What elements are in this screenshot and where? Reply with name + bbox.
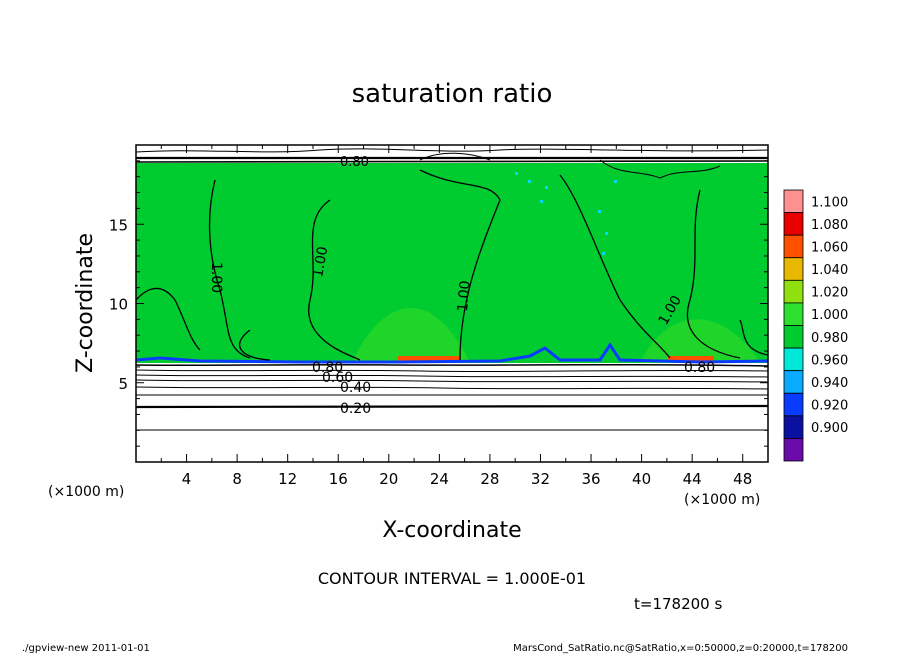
colorbar-swatch xyxy=(783,212,804,236)
colorbar-label: 1.020 xyxy=(811,286,848,301)
contour-lines-lower xyxy=(135,363,769,431)
heatmap-saturated-region xyxy=(136,163,768,363)
colorbar-swatch xyxy=(783,415,804,439)
footer-left: ./gpview-new 2011-01-01 xyxy=(22,643,150,654)
y-tick-label: 10 xyxy=(109,296,128,314)
colorbar-swatch xyxy=(783,392,804,417)
contour-label-100-b: 1.00 xyxy=(310,245,331,278)
contour-lines-upper xyxy=(135,169,769,361)
y-tick-label: 5 xyxy=(118,375,128,393)
colorbar-swatch xyxy=(783,279,804,304)
colorbar-swatch xyxy=(783,189,804,213)
x-axis: 4 8 12 16 20 24 28 32 36 40 44 48 xyxy=(160,145,752,488)
y-tick-label: 15 xyxy=(109,216,128,234)
cyan-specks xyxy=(515,172,617,255)
x-tick-label: 8 xyxy=(232,470,242,488)
x-tick-label: 24 xyxy=(430,470,449,488)
x-unit-label-left: (×1000 m) xyxy=(48,484,124,500)
time-note: t=178200 s xyxy=(634,595,722,613)
contour-label-100-a: 1.00 xyxy=(208,262,224,293)
colorbar-swatch xyxy=(783,325,804,349)
x-tick-label: 48 xyxy=(733,470,752,488)
heatmap-orange-patch-2 xyxy=(668,356,714,361)
contour-label-080-top: 0.80 xyxy=(340,155,369,170)
colorbar-label: 0.900 xyxy=(811,421,848,436)
colorbar-label: 1.080 xyxy=(811,218,848,233)
contour-label-060: 0.60 xyxy=(322,370,353,386)
x-tick-label: 32 xyxy=(531,470,550,488)
contour-label-100-c: 1.00 xyxy=(455,280,474,312)
colorbar-label: 1.100 xyxy=(811,195,848,210)
x-tick-label: 4 xyxy=(182,470,192,488)
colorbar-swatch xyxy=(783,257,804,281)
colorbar-label: 1.040 xyxy=(811,263,848,278)
colorbar-label: 0.940 xyxy=(811,376,848,391)
y-axis-title: Z-coordinate xyxy=(73,233,98,373)
chart-title: saturation ratio xyxy=(352,79,553,109)
footer-right: MarsCond_SatRatio.nc@SatRatio,x=0:50000,… xyxy=(513,643,848,654)
boundary-blue-line xyxy=(135,342,769,364)
x-tick-label: 40 xyxy=(632,470,651,488)
x-tick-label: 28 xyxy=(480,470,499,488)
colorbar-swatch xyxy=(783,234,804,259)
colorbar-label: 1.060 xyxy=(811,240,848,255)
heatmap-orange-patch-1 xyxy=(398,356,460,361)
x-tick-label: 44 xyxy=(683,470,702,488)
colorbar-label: 1.000 xyxy=(811,308,848,323)
colorbar-swatch xyxy=(783,438,804,462)
x-tick-label: 16 xyxy=(329,470,348,488)
x-tick-label: 12 xyxy=(278,470,297,488)
plot-area: 0.20 0.40 0.60 0.80 1.00 0.80 1.00 1.00 … xyxy=(135,144,769,463)
colorbar-label: 0.960 xyxy=(811,353,848,368)
colorbar-label: 0.920 xyxy=(811,399,848,414)
x-axis-title: X-coordinate xyxy=(382,518,521,543)
contour-label-020: 0.20 xyxy=(340,401,371,417)
colorbar: 1.100 1.080 1.060 1.040 1.020 1.000 0.980 0.960… xyxy=(783,189,848,462)
contour-label-040: 0.40 xyxy=(340,380,371,396)
x-tick-label: 20 xyxy=(379,470,398,488)
heatmap-blob-1 xyxy=(352,307,470,363)
x-tick-label: 36 xyxy=(581,470,600,488)
contour-interval-note: CONTOUR INTERVAL = 1.000E-01 xyxy=(318,569,586,588)
y-axis: 5 10 15 xyxy=(109,160,768,447)
colorbar-swatch xyxy=(783,302,804,326)
contour-lines-top xyxy=(135,148,769,179)
contour-label-080-left: 0.80 xyxy=(312,360,343,376)
colorbar-swatch xyxy=(783,347,804,372)
colorbar-label: 0.980 xyxy=(811,331,848,346)
colorbar-swatch xyxy=(783,370,804,394)
x-unit-label-right: (×1000 m) xyxy=(684,492,760,508)
contour-label-080-right: 0.80 xyxy=(684,360,715,376)
